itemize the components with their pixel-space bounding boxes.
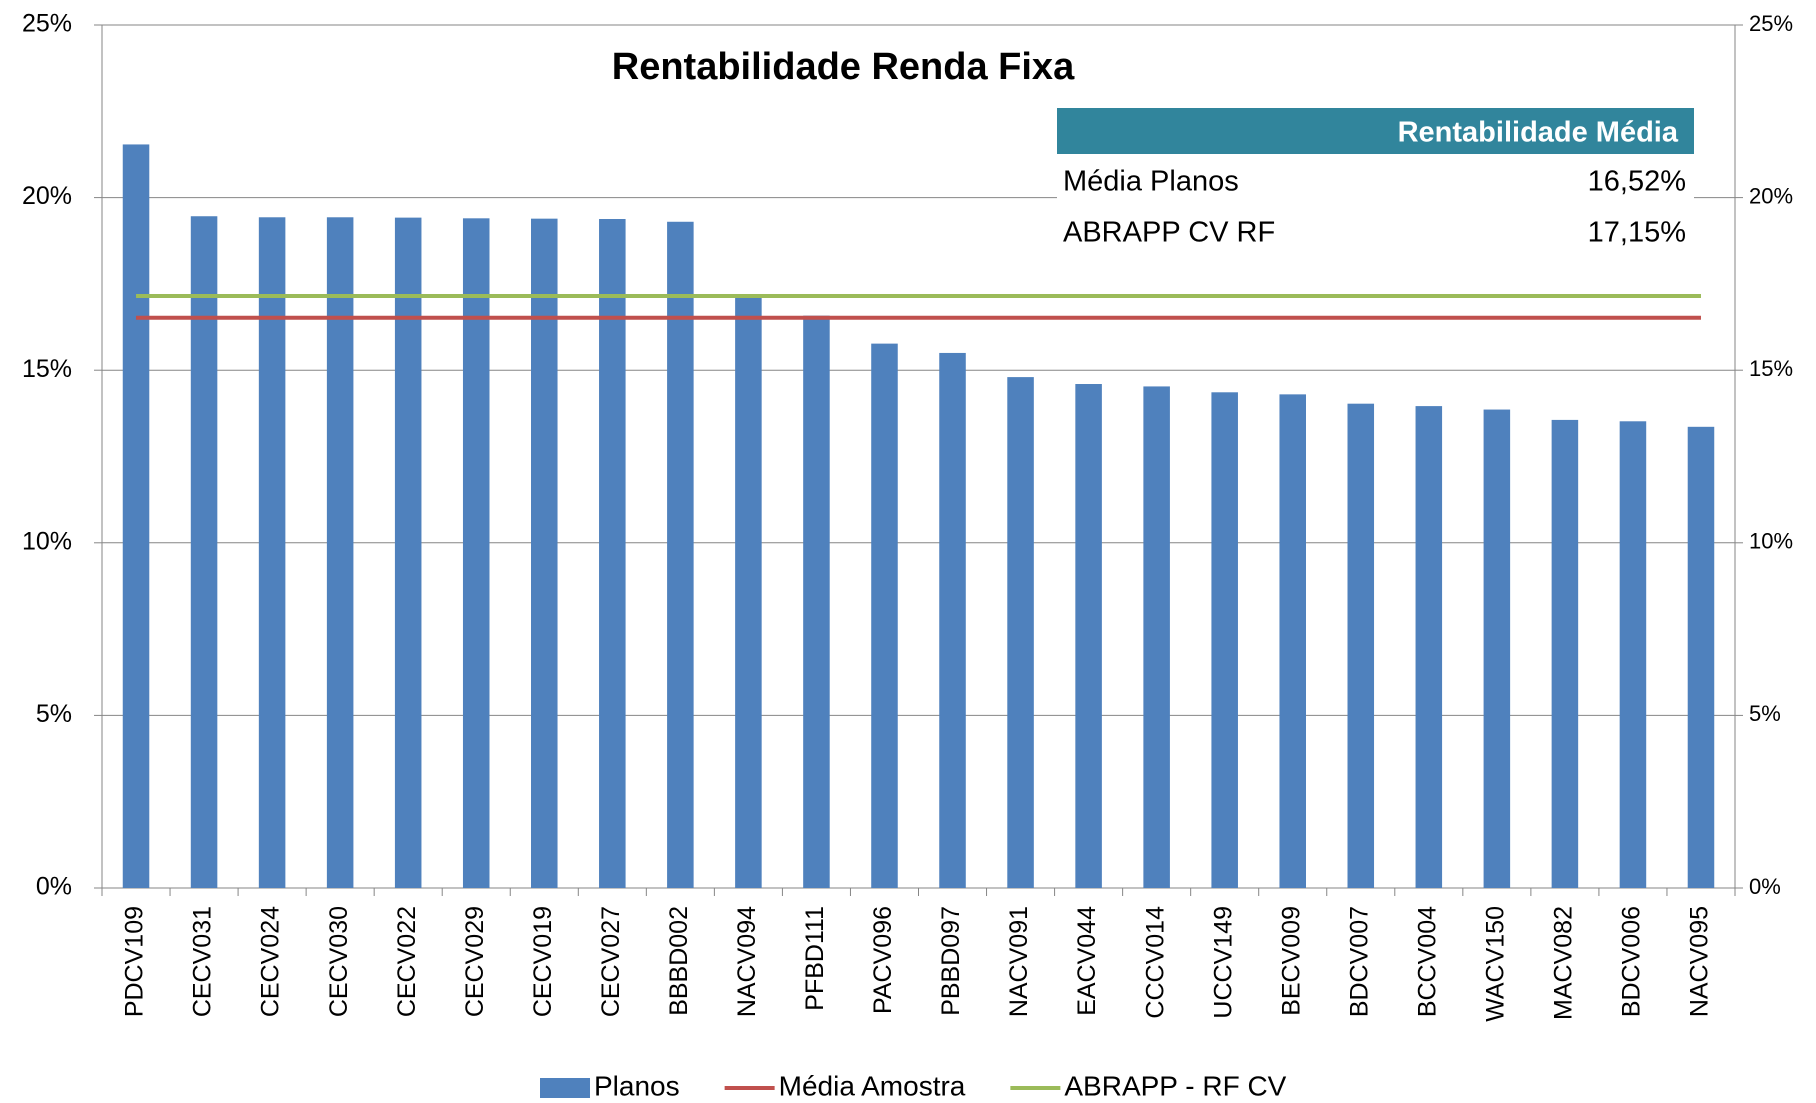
legend-label: Média Amostra	[779, 1070, 966, 1101]
x-tick-label: UCCV149	[1209, 906, 1237, 1019]
y2-tick-label: 5%	[1749, 701, 1781, 726]
y2-tick-label: 25%	[1749, 11, 1793, 36]
bar	[1347, 403, 1375, 888]
legend-swatch	[540, 1078, 590, 1098]
y-tick-label: 0%	[36, 873, 72, 901]
y2-tick-label: 10%	[1749, 529, 1793, 554]
x-tick-label: NACV091	[1005, 906, 1033, 1017]
x-tick-label: BDCV007	[1345, 906, 1373, 1017]
bar	[803, 315, 830, 888]
x-tick-label: NACV094	[733, 906, 761, 1017]
bar	[667, 221, 694, 888]
table-value: 17,15%	[1588, 217, 1686, 249]
y-tick-label: 15%	[22, 355, 72, 383]
x-tick-label: CECV030	[325, 906, 353, 1017]
bar	[1687, 426, 1715, 888]
legend-label: Planos	[594, 1070, 680, 1101]
x-tick-label: PBBD097	[937, 906, 965, 1016]
x-tick-label: CECV022	[393, 906, 421, 1017]
bar	[394, 217, 422, 889]
bar	[599, 219, 626, 889]
x-tick-label: CECV024	[257, 906, 285, 1017]
bar	[462, 218, 490, 888]
table-label: ABRAPP CV RF	[1063, 217, 1275, 249]
bar	[190, 216, 218, 889]
x-tick-label: EACV044	[1073, 906, 1101, 1016]
legend-label: ABRAPP - RF CV	[1064, 1070, 1286, 1101]
x-tick-label: BCCV004	[1413, 906, 1441, 1017]
x-tick-label: NACV095	[1686, 906, 1714, 1017]
bar	[1007, 377, 1034, 888]
y2-tick-label: 0%	[1749, 874, 1781, 899]
bar	[122, 144, 150, 888]
bar	[1551, 419, 1579, 888]
bar	[1143, 386, 1170, 888]
bar	[1619, 421, 1647, 888]
y2-tick-label: 20%	[1749, 183, 1793, 208]
x-tick-label: BDCV006	[1618, 906, 1646, 1017]
bar	[735, 297, 762, 888]
x-tick-label: MACV082	[1550, 906, 1578, 1020]
y-tick-label: 5%	[36, 700, 72, 728]
x-tick-label: CECV029	[461, 906, 489, 1017]
chart-title: Rentabilidade Renda Fixa	[612, 46, 1075, 88]
bar	[1211, 392, 1238, 888]
x-tick-label: CECV019	[529, 906, 557, 1017]
bar	[1415, 406, 1443, 888]
bar	[1483, 409, 1511, 888]
table-label: Média Planos	[1063, 166, 1239, 198]
bar	[326, 217, 354, 889]
bar	[1279, 394, 1306, 888]
bar	[258, 217, 286, 889]
y-tick-label: 10%	[22, 527, 72, 555]
y2-tick-label: 15%	[1749, 356, 1793, 381]
table-header: Rentabilidade Média	[1398, 117, 1679, 149]
x-tick-label: WACV150	[1481, 906, 1509, 1022]
x-tick-label: CECV031	[189, 906, 217, 1017]
bar	[531, 218, 558, 888]
x-tick-label: CECV027	[597, 906, 625, 1017]
y-tick-label: 20%	[22, 182, 72, 210]
table-header-bg	[1057, 108, 1694, 154]
x-tick-label: BBBD002	[665, 906, 693, 1016]
x-tick-label: PFBD111	[801, 906, 829, 1011]
bar	[871, 343, 898, 888]
table-body-bg	[1057, 154, 1694, 255]
x-tick-label: PACV096	[869, 906, 897, 1014]
x-tick-label: CCCV014	[1141, 906, 1169, 1019]
table-value: 16,52%	[1588, 166, 1686, 198]
y-tick-label: 25%	[22, 10, 72, 38]
x-tick-label: BECV009	[1277, 906, 1305, 1016]
bar	[939, 352, 966, 888]
x-tick-label: PDCV109	[121, 906, 149, 1017]
bar	[1075, 384, 1102, 888]
